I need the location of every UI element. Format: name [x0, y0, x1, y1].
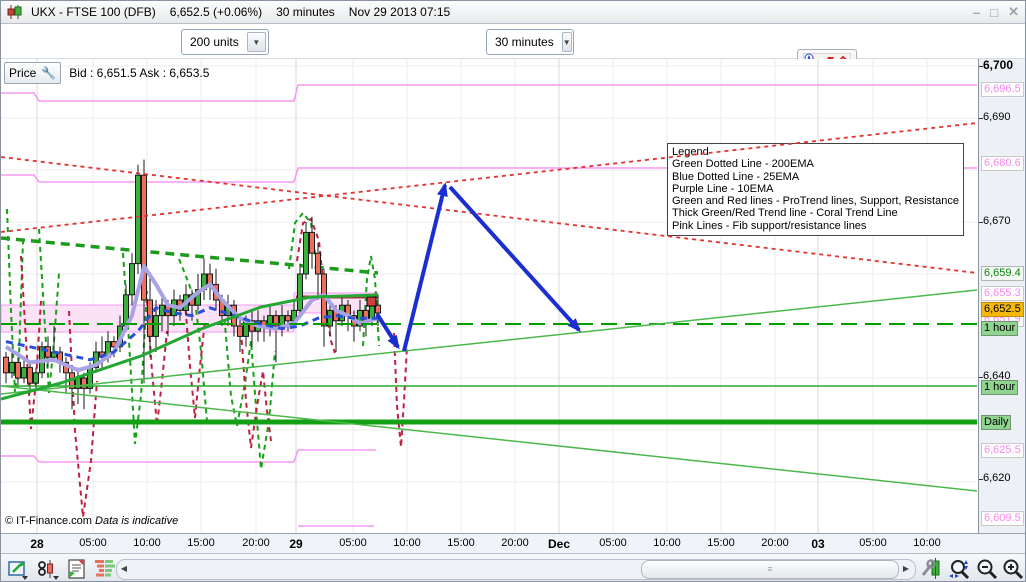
copyright-note: © IT-Finance.com Data is indicative: [5, 515, 178, 527]
time-axis-label: Dec: [537, 537, 581, 551]
candle: [76, 368, 81, 404]
price-axis-label: 6,680.6: [981, 156, 1024, 171]
wrench-icon[interactable]: 🔧: [41, 66, 56, 80]
time-axis-label: 10:00: [645, 537, 689, 549]
candle: [202, 258, 207, 300]
time-axis-label: 10:00: [385, 537, 429, 549]
notes-icon[interactable]: [65, 557, 89, 581]
price-axis-label: 6,652.5: [981, 302, 1024, 317]
title-bar: UKX - FTSE 100 (DFB) 6,652.5 (+0.06%) 30…: [1, 1, 1025, 24]
window-title: UKX - FTSE 100 (DFB): [31, 5, 156, 19]
price-button-label: Price: [9, 66, 36, 80]
price-axis-label: 1 hour: [981, 380, 1018, 395]
units-dropdown[interactable]: 200 units ▼: [181, 29, 269, 55]
chart-settings-icon[interactable]: [919, 557, 943, 581]
indicative-note: Data is indicative: [95, 515, 178, 527]
price-axis-label: 6,690: [981, 111, 1013, 124]
minimize-icon[interactable]: –: [973, 5, 980, 20]
price-axis-label: 1 hour: [981, 321, 1018, 336]
time-axis-label: 05:00: [851, 537, 895, 549]
window-timeframe: 30 minutes: [276, 5, 335, 19]
time-axis-label: 20:00: [234, 537, 278, 549]
time-axis-label: 20:00: [493, 537, 537, 549]
market-depth-icon[interactable]: [93, 557, 117, 581]
top-toolbar: 200 units ▼ 30 minutes ▼: [1, 24, 1025, 59]
chevron-down-icon[interactable]: ▼: [247, 32, 266, 52]
legend-line: Green and Red lines - ProTrend lines, Su…: [672, 195, 959, 207]
candle: [322, 269, 327, 347]
legend-line: Green Dotted Line - 200EMA: [672, 158, 959, 170]
scroll-right-icon[interactable]: ▶: [898, 559, 914, 578]
time-axis-label: 03: [796, 537, 840, 551]
time-axis-label: 10:00: [905, 537, 949, 549]
price-axis-label: 6,625.5: [981, 443, 1024, 458]
time-axis-label: 05:00: [591, 537, 635, 549]
price-axis-label: 6,696.5: [981, 82, 1024, 97]
last-price-marker: [367, 297, 376, 306]
time-axis-label: 05:00: [71, 537, 115, 549]
time-axis-label: 29: [274, 537, 318, 551]
zoom-in-icon[interactable]: [1001, 557, 1025, 581]
legend-box: LegendGreen Dotted Line - 200EMABlue Dot…: [667, 143, 964, 236]
app-window: UKX - FTSE 100 (DFB) 6,652.5 (+0.06%) 30…: [0, 0, 1026, 582]
candle: [130, 253, 135, 305]
time-axis-label: 15:00: [699, 537, 743, 549]
timeframe-dropdown-value: 30 minutes: [487, 35, 562, 49]
price-axis-label: 6,609.5: [981, 511, 1024, 526]
candle: [34, 368, 39, 389]
export-chart-icon[interactable]: [7, 557, 31, 581]
price-axis-label: 6,659.4: [981, 266, 1024, 281]
price-button[interactable]: Price 🔧: [4, 62, 61, 84]
chart-plot-area[interactable]: LegendGreen Dotted Line - 200EMABlue Dot…: [1, 59, 977, 533]
time-axis-label: 10:00: [125, 537, 169, 549]
chart-type-icon[interactable]: [37, 557, 61, 581]
price-axis-label: 6,620: [981, 472, 1013, 485]
candle: [136, 165, 141, 274]
time-axis-label: 28: [15, 537, 59, 551]
zoom-out-icon[interactable]: [975, 557, 999, 581]
time-axis-label: 20:00: [753, 537, 797, 549]
close-icon[interactable]: ✕: [1008, 4, 1019, 20]
chevron-down-icon[interactable]: ▼: [562, 32, 572, 52]
legend-line: Legend: [672, 146, 959, 158]
scrollbar-grip-icon: ≡: [763, 565, 777, 574]
candle: [274, 310, 279, 362]
units-dropdown-value: 200 units: [182, 35, 247, 49]
maximize-icon[interactable]: □: [990, 5, 998, 20]
legend-line: Thick Green/Red Trend line - Coral Trend…: [672, 207, 959, 219]
time-axis-label: 15:00: [439, 537, 483, 549]
copyright-text: © IT-Finance.com: [5, 515, 92, 527]
time-axis-label: 15:00: [179, 537, 223, 549]
legend-line: Blue Dotted Line - 25EMA: [672, 171, 959, 183]
chart-horizontal-scrollbar[interactable]: ◀ ≡ ▶: [116, 559, 914, 578]
scroll-left-icon[interactable]: ◀: [116, 559, 132, 578]
chart-layer-under: [1, 59, 977, 533]
candle: [82, 373, 87, 409]
time-axis-label: 05:00: [331, 537, 375, 549]
window-datetime: Nov 29 2013 07:15: [349, 5, 450, 19]
timeframe-dropdown[interactable]: 30 minutes ▼: [486, 29, 574, 55]
legend-line: Purple Line - 10EMA: [672, 183, 959, 195]
scrollbar-thumb[interactable]: ≡: [641, 560, 899, 579]
price-axis[interactable]: 6,700 6,696.5 6,690 6,680.6 6,670 6,659.4 6,65…: [978, 59, 1026, 533]
candle: [4, 352, 9, 383]
candle: [208, 264, 213, 300]
zoom-pan-icon[interactable]: [947, 557, 971, 581]
price-axis-label: 6,700: [981, 59, 1015, 72]
candle: [304, 222, 309, 279]
bottom-toolbar: ◀ ≡ ▶: [1, 553, 1026, 582]
bid-ask-readout: Bid : 6,651.5 Ask : 6,653.5: [69, 66, 209, 80]
price-row: Price 🔧 Bid : 6,651.5 Ask : 6,653.5: [4, 62, 209, 84]
candle: [352, 310, 357, 341]
window-last-price: 6,652.5 (+0.06%): [170, 5, 262, 19]
time-axis[interactable]: 2805:0010:0015:0020:002905:0010:0015:002…: [1, 533, 1026, 554]
legend-line: Pink Lines - Fib support/resistance line…: [672, 220, 959, 232]
price-axis-label: 6,655.3: [981, 286, 1024, 301]
candle: [298, 264, 303, 316]
price-axis-label: 6,670: [981, 215, 1013, 228]
price-axis-label: Daily: [981, 415, 1011, 430]
candlestick-pair-icon: [7, 5, 23, 19]
